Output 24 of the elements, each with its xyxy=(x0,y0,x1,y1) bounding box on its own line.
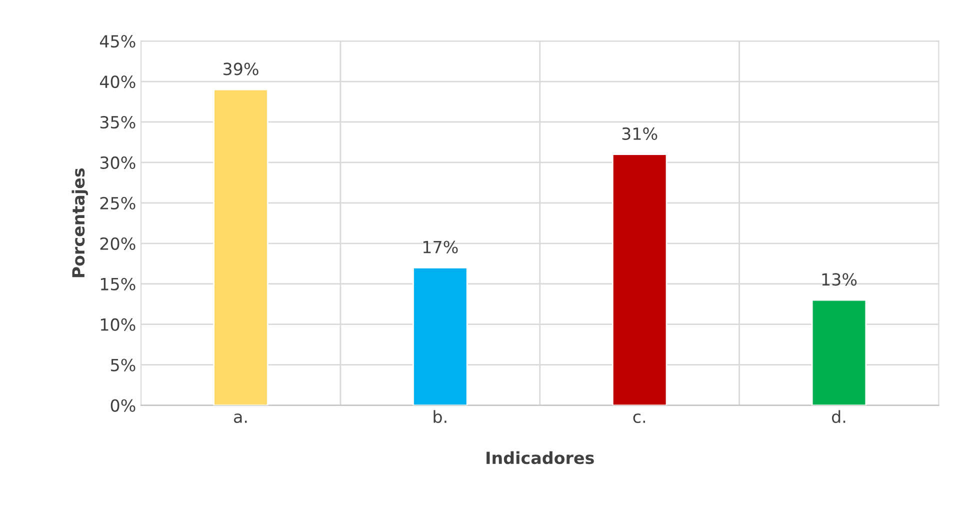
bar xyxy=(811,299,867,406)
x-tick-label: d. xyxy=(832,410,846,424)
data-label: 39% xyxy=(224,62,258,76)
data-label: 17% xyxy=(423,240,458,254)
bar xyxy=(412,266,468,406)
y-tick-label: 35% xyxy=(100,116,136,129)
y-tick-label: 0% xyxy=(110,399,136,412)
y-tick-label: 40% xyxy=(100,75,136,88)
y-tick-label: 20% xyxy=(100,237,136,250)
x-axis-title: Indicadores xyxy=(486,451,594,464)
bar xyxy=(213,88,268,406)
y-tick-label: 25% xyxy=(100,196,136,210)
y-tick-label: 10% xyxy=(100,318,136,331)
x-tick-label: a. xyxy=(234,413,247,424)
y-axis-title: Porcentajes xyxy=(72,168,88,278)
data-label: 31% xyxy=(622,127,658,140)
y-tick-label: 30% xyxy=(100,156,136,170)
bar xyxy=(612,154,668,406)
y-tick-label: 45% xyxy=(100,35,136,48)
x-tick-label: c. xyxy=(633,413,646,424)
y-tick-label: 15% xyxy=(100,278,136,290)
x-tick-label: b. xyxy=(434,410,446,424)
data-label: 13% xyxy=(822,273,857,286)
y-tick-label: 5% xyxy=(111,358,136,372)
